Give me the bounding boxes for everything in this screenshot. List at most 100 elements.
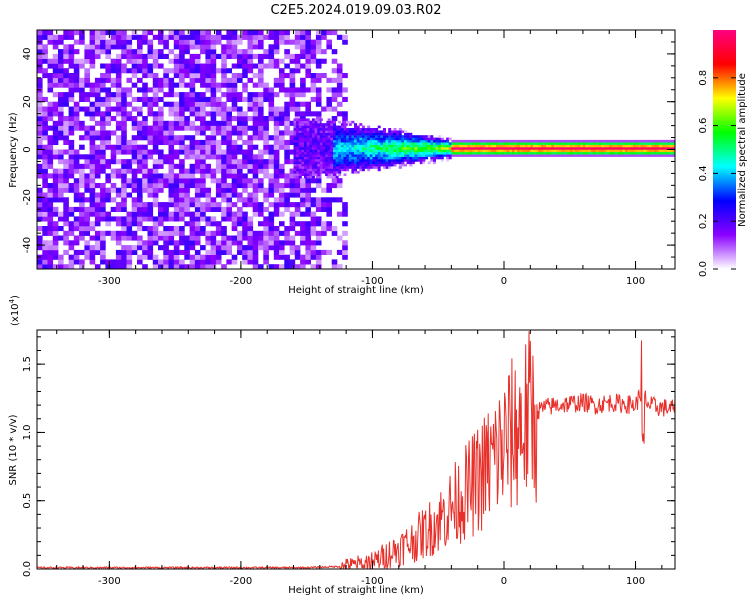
heatmap-cell: [200, 264, 206, 269]
heatmap-cell: [427, 137, 431, 141]
heatmap-cell: [58, 68, 64, 74]
heatmap-cell: [168, 211, 175, 217]
heatmap-cell: [110, 144, 117, 150]
heatmap-cell: [284, 139, 290, 145]
heatmap-cell: [404, 137, 407, 141]
heatmap-cell: [105, 49, 111, 55]
heatmap-cell: [322, 151, 326, 155]
heatmap-cell: [430, 159, 434, 162]
heatmap-cell: [221, 245, 227, 251]
heatmap-cell: [551, 144, 555, 148]
heatmap-cell: [79, 235, 85, 241]
heatmap-cell: [417, 137, 421, 141]
heatmap-cell: [142, 254, 148, 260]
heatmap-cell: [443, 149, 447, 153]
heatmap-cell: [105, 53, 111, 59]
heatmap-cell: [163, 235, 169, 241]
heatmap-cell: [464, 144, 468, 148]
heatmap-cell: [469, 147, 473, 150]
heatmap-cell: [52, 125, 59, 131]
heatmap-cell: [511, 142, 515, 145]
heatmap-cell: [311, 168, 315, 172]
heatmap-cell: [115, 87, 122, 93]
heatmap-cell: [284, 116, 290, 122]
heatmap-cell: [247, 202, 254, 208]
heatmap-cell: [304, 154, 307, 157]
heatmap-cell: [168, 125, 175, 131]
heatmap-cell: [301, 128, 305, 131]
y-tick-label: -20: [22, 189, 33, 205]
heatmap-cell: [231, 159, 238, 165]
heatmap-cell: [359, 151, 363, 155]
heatmap-cell: [221, 139, 227, 145]
heatmap-cell: [346, 149, 350, 153]
heatmap-cell: [310, 264, 317, 269]
heatmap-cell: [296, 130, 300, 133]
heatmap-cell: [296, 161, 300, 165]
heatmap-cell: [546, 151, 550, 155]
heatmap-cell: [284, 202, 290, 208]
heatmap-cell: [210, 39, 217, 45]
heatmap-cell: [493, 154, 497, 157]
heatmap-cell: [242, 149, 248, 155]
heatmap-cell: [625, 144, 628, 148]
heatmap-cell: [398, 147, 402, 150]
heatmap-cell: [173, 254, 180, 260]
heatmap-cell: [147, 245, 154, 251]
heatmap-cell: [404, 130, 407, 133]
heatmap-cell: [319, 144, 323, 148]
heatmap-cell: [401, 130, 405, 133]
heatmap-cell: [300, 39, 306, 45]
heatmap-cell: [247, 101, 254, 107]
heatmap-cell: [614, 144, 618, 148]
heatmap-cell: [100, 39, 106, 45]
heatmap-cell: [152, 135, 159, 141]
heatmap-cell: [89, 101, 96, 107]
heatmap-cell: [300, 30, 306, 36]
heatmap-cell: [648, 139, 652, 143]
heatmap-cell: [535, 144, 539, 148]
x-tick-label: -200: [230, 576, 253, 587]
heatmap-cell: [37, 101, 43, 107]
heatmap-cell: [438, 149, 442, 153]
heatmap-cell: [263, 235, 269, 241]
heatmap-cell: [42, 44, 48, 50]
heatmap-cell: [268, 58, 275, 64]
heatmap-cell: [388, 151, 392, 155]
heatmap-cell: [94, 173, 101, 179]
heatmap-cell: [189, 63, 196, 69]
heatmap-cell: [317, 175, 321, 179]
heatmap-cell: [632, 149, 636, 153]
heatmap-cell: [279, 211, 285, 217]
y-tick-label: 20: [22, 95, 33, 108]
heatmap-cell: [63, 240, 69, 246]
heatmap-cell: [263, 197, 269, 203]
heatmap-cell: [84, 125, 90, 131]
heatmap-cell: [388, 139, 392, 143]
heatmap-cell: [52, 82, 59, 88]
heatmap-cell: [440, 151, 444, 155]
heatmap-cell: [242, 68, 248, 74]
heatmap-cell: [68, 130, 75, 136]
heatmap-cell: [340, 166, 344, 169]
heatmap-cell: [598, 151, 602, 155]
heatmap-cell: [268, 101, 275, 107]
heatmap-cell: [94, 264, 101, 269]
heatmap-cell: [569, 154, 573, 157]
heatmap-cell: [333, 128, 336, 131]
heatmap-cell: [42, 192, 48, 198]
heatmap-cell: [42, 226, 48, 232]
heatmap-cell: [115, 173, 122, 179]
heatmap-cell: [409, 163, 413, 167]
heatmap-cell: [221, 34, 227, 40]
heatmap-cell: [179, 135, 185, 141]
heatmap-cell: [326, 39, 332, 45]
heatmap-cell: [554, 144, 557, 148]
heatmap-cell: [354, 163, 357, 167]
heatmap-cell: [163, 206, 169, 212]
heatmap-cell: [480, 149, 484, 153]
heatmap-cell: [194, 240, 201, 246]
heatmap-cell: [627, 139, 631, 143]
heatmap-cell: [263, 53, 269, 59]
heatmap-cell: [131, 149, 138, 155]
